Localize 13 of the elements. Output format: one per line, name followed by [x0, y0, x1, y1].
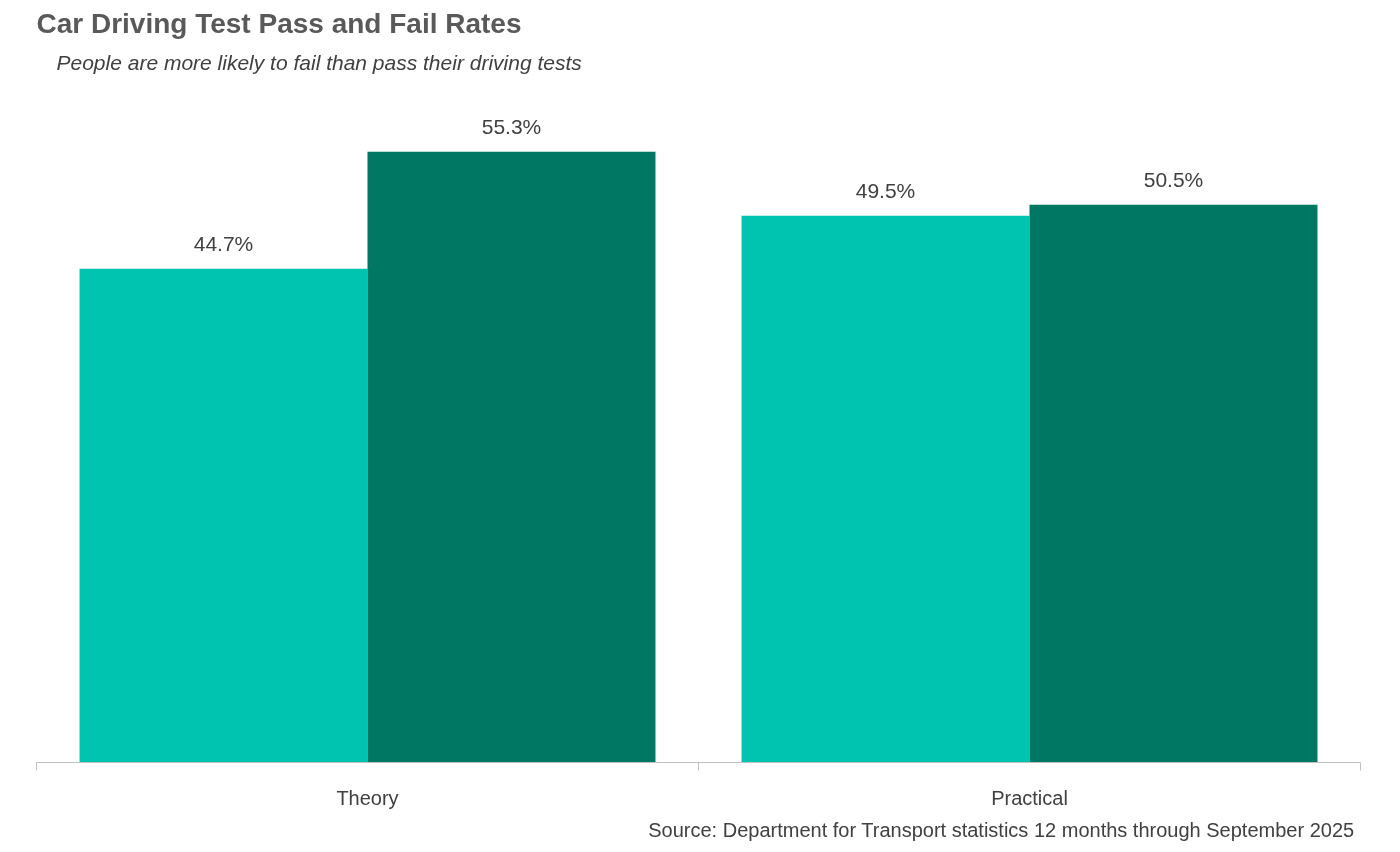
x-tick-label: Practical	[991, 786, 1068, 809]
x-tick-label: Theory	[336, 786, 399, 809]
data-label: 55.3%	[481, 114, 542, 138]
bar	[79, 268, 368, 763]
chart-title: Car Driving Test Pass and Fail Rates	[36, 7, 522, 39]
source-note: Source: Department for Transport statistics 12 months through September 2025	[648, 818, 1355, 841]
bar	[741, 215, 1030, 763]
data-label: 49.5%	[855, 178, 916, 202]
bar	[1029, 204, 1318, 763]
chart-subtitle: People are more likely to fail than pass their driving tests	[56, 50, 583, 74]
data-label: 44.7%	[193, 231, 254, 255]
bar	[367, 151, 656, 763]
data-label: 50.5%	[1143, 167, 1204, 191]
